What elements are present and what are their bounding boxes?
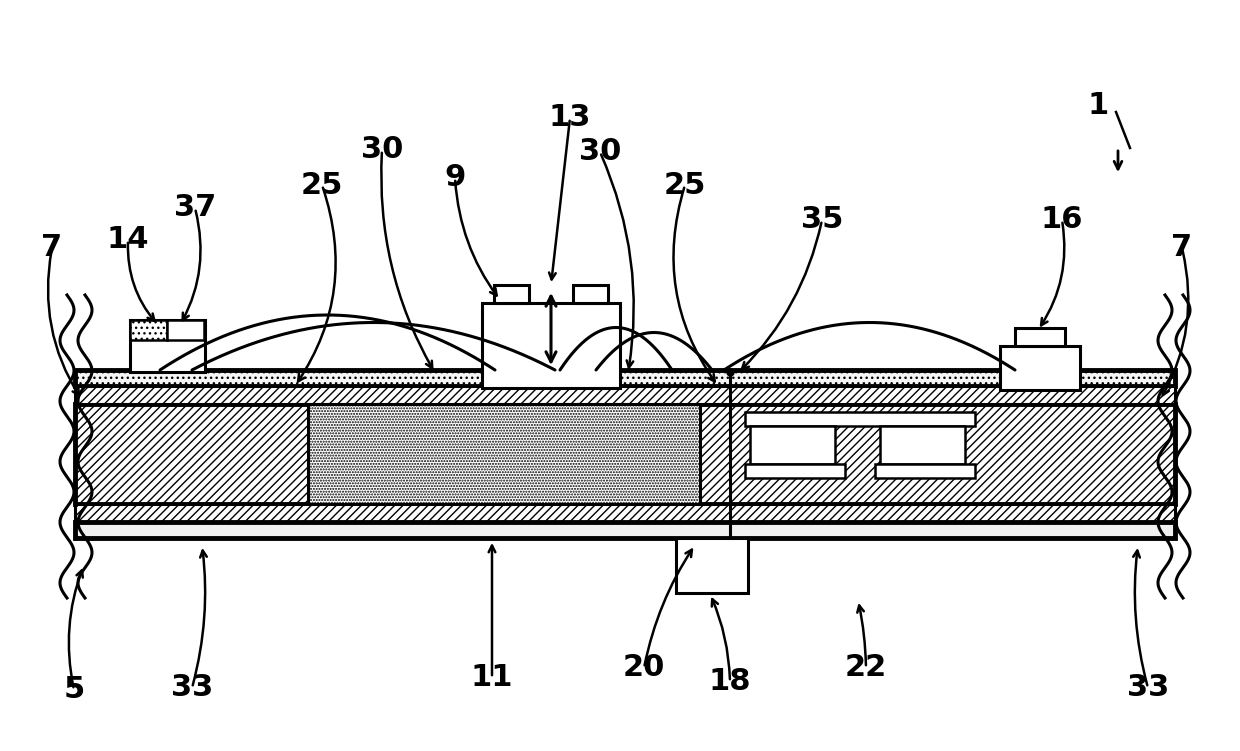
- Text: 25: 25: [301, 170, 343, 200]
- Bar: [74, 404, 1176, 504]
- Bar: [74, 386, 1176, 404]
- Text: 33: 33: [171, 674, 213, 702]
- Text: 37: 37: [174, 194, 216, 222]
- Text: 16: 16: [1040, 206, 1084, 234]
- Bar: [308, 404, 701, 504]
- Bar: [750, 426, 835, 464]
- Bar: [745, 412, 975, 426]
- Text: 9: 9: [444, 164, 466, 192]
- Text: 18: 18: [709, 668, 751, 696]
- Bar: [494, 285, 529, 303]
- Text: 35: 35: [801, 206, 843, 234]
- Text: 33: 33: [1127, 674, 1169, 702]
- Bar: [875, 464, 975, 478]
- Text: 30: 30: [579, 137, 621, 167]
- Text: 25: 25: [663, 170, 707, 200]
- Text: 22: 22: [844, 653, 887, 683]
- Text: 20: 20: [622, 653, 665, 683]
- Bar: [482, 303, 620, 388]
- Text: 1: 1: [1087, 91, 1109, 119]
- Bar: [999, 346, 1080, 390]
- Text: 7: 7: [1172, 234, 1193, 263]
- Bar: [880, 426, 965, 464]
- Bar: [745, 464, 844, 478]
- Text: 5: 5: [63, 675, 84, 704]
- Bar: [74, 370, 1176, 386]
- Bar: [1016, 328, 1065, 346]
- Text: 30: 30: [361, 135, 403, 164]
- Bar: [74, 522, 1176, 538]
- Bar: [130, 320, 167, 340]
- Bar: [130, 320, 205, 372]
- Text: 7: 7: [41, 234, 62, 263]
- Text: 14: 14: [107, 225, 149, 255]
- Bar: [573, 285, 608, 303]
- Bar: [167, 320, 205, 340]
- Bar: [676, 538, 748, 593]
- Text: 13: 13: [549, 104, 591, 132]
- Bar: [74, 504, 1176, 522]
- Text: 11: 11: [471, 663, 513, 692]
